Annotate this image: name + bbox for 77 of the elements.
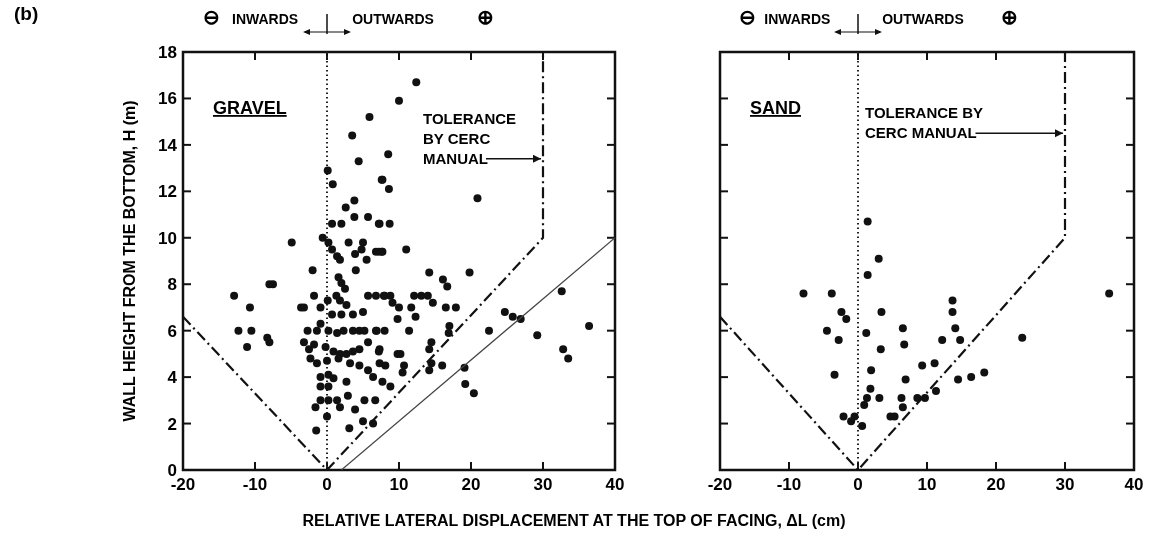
- point: [930, 359, 939, 368]
- x-tick-label: 20: [461, 475, 481, 494]
- point: [948, 296, 957, 305]
- point: [863, 270, 872, 279]
- point: [834, 335, 843, 344]
- point: [862, 328, 871, 337]
- point: [877, 308, 886, 317]
- point: [830, 370, 839, 379]
- y-tick-label: 8: [167, 275, 177, 295]
- point: [900, 340, 909, 349]
- point: [898, 403, 907, 412]
- text: INWARDS: [232, 11, 299, 27]
- text: ⊕: [476, 6, 494, 28]
- x-tick-label: 30: [533, 475, 553, 494]
- point: [948, 308, 957, 317]
- point: [839, 412, 848, 421]
- point: [866, 384, 875, 393]
- text: GRAVEL: [213, 98, 287, 118]
- point: [951, 324, 960, 333]
- y-tick-label: 18: [158, 43, 177, 62]
- point: [837, 308, 846, 317]
- x-tick-label: -10: [776, 475, 802, 494]
- x-tick-label: 10: [389, 475, 409, 494]
- y-tick-label: 2: [167, 414, 177, 434]
- point: [954, 375, 963, 384]
- point: [875, 394, 884, 403]
- text: (b): [14, 3, 39, 24]
- text: ⊖: [739, 6, 757, 28]
- point: [863, 217, 872, 226]
- x-tick-label: 40: [605, 475, 625, 494]
- point: [931, 387, 940, 396]
- y-tick-label: 16: [158, 89, 177, 109]
- text: SAND: [750, 98, 802, 118]
- text: OUTWARDS: [882, 11, 964, 27]
- y-tick-label: 12: [158, 182, 177, 202]
- point: [876, 345, 885, 354]
- point: [980, 368, 989, 377]
- y-tick-label: 6: [167, 321, 177, 341]
- point: [799, 289, 808, 298]
- point: [822, 326, 831, 335]
- point: [1105, 289, 1114, 298]
- point: [874, 254, 883, 263]
- x-tick-label: 0: [853, 475, 863, 494]
- x-tick-label: 20: [986, 475, 1006, 494]
- point: [913, 394, 922, 403]
- x-tick-label: 40: [1124, 475, 1144, 494]
- point: [850, 412, 859, 421]
- annotation: TOLERANCE BY CERC MANUAL: [865, 104, 984, 142]
- y-axis-title: WALL HEIGHT FROM THE BOTTOM, H (m): [121, 100, 138, 422]
- point: [1018, 333, 1027, 342]
- point: [867, 366, 876, 375]
- point: [862, 394, 871, 403]
- point: [827, 289, 836, 298]
- x-tick-label: 30: [1055, 475, 1075, 494]
- y-tick-label: 10: [158, 228, 177, 248]
- y-tick-label: 14: [158, 135, 178, 155]
- text: OUTWARDS: [352, 11, 434, 27]
- text: INWARDS: [764, 11, 831, 27]
- x-tick-label: -10: [242, 475, 268, 494]
- point: [918, 361, 927, 370]
- point: [858, 421, 867, 430]
- x-axis-title: RELATIVE LATERAL DISPLACEMENT AT THE TOP OF FACING, ΔL (cm): [302, 512, 846, 529]
- x-tick-label: -20: [707, 475, 733, 494]
- x-tick-label: 10: [917, 475, 937, 494]
- point: [967, 373, 976, 382]
- y-tick-label: 4: [167, 368, 178, 388]
- point: [898, 324, 907, 333]
- point: [860, 400, 869, 409]
- text: ⊖: [203, 6, 221, 28]
- point: [938, 335, 947, 344]
- point: [901, 375, 910, 384]
- text: ⊕: [1001, 6, 1019, 28]
- point: [956, 335, 965, 344]
- annotation: TOLERANCE BY CERC MANUAL: [423, 109, 517, 167]
- point: [897, 394, 906, 403]
- x-tick-label: 0: [322, 475, 332, 494]
- point: [842, 315, 851, 324]
